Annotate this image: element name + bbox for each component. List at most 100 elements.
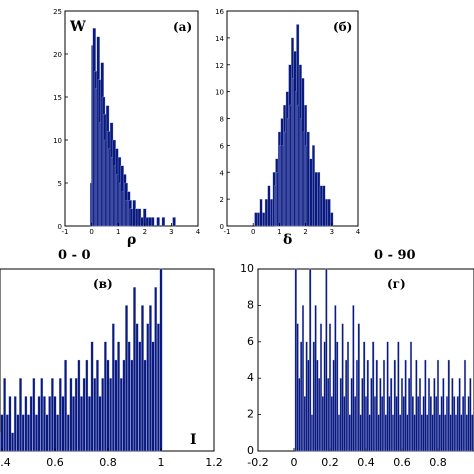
panel-c-bar [93,378,97,452]
panel-a-xtick-label: 1 [116,228,120,236]
panel-d-bar [393,359,396,452]
panel-c-bar [74,378,78,452]
panel-a-bar [156,217,160,227]
panel-d-bar [449,414,452,452]
panel-c-bar [5,414,9,452]
panel-d-bar [469,378,472,452]
panel-c-xlabel: I [190,432,197,448]
panel-c-bar [69,378,73,452]
panel-b-bar [317,172,321,227]
panel-d-bar [445,396,449,452]
panel-b-bar [325,198,329,227]
panel-b-bar [312,145,315,227]
panel-a-frame [64,10,199,227]
panel-d-bar [440,396,443,452]
panel-b-ytick-label: 16 [215,8,224,16]
panel-d-bar [354,396,357,452]
panel-d-bar [305,341,308,452]
panel-d-bar [307,359,310,452]
panel-b-bar [270,198,273,227]
panel-d-bar [328,323,332,452]
panel-d-bar [372,341,375,452]
panel-b-bar [314,172,318,227]
panel-c-bar [141,305,144,452]
panel-d-bar [397,341,400,452]
panel-c-bar [101,378,105,452]
panel-c-xtick-label: 0.8 [99,456,117,469]
panel-d-bar [348,414,351,452]
panel-b-bar [322,185,326,227]
panel-c-bar [13,396,17,452]
panel-b-bar [259,198,263,227]
panel-a-label: (a) [173,20,192,34]
panel-d-bar [337,414,341,452]
panel-d-bar [413,414,416,452]
panel-d-bars [294,268,474,452]
panel-c-bar [104,341,107,452]
panel-d-bar [359,414,362,452]
panel-c-bar [64,359,67,452]
panel-d-bar [381,396,384,452]
panel-d-bar [471,414,474,452]
panel-d-bar [422,396,425,452]
panel-c-bar [143,359,147,452]
panel-d-bar [388,396,391,452]
panel-d-xtick-label: 0.8 [429,456,447,469]
panel-d-bar [451,378,454,452]
panel-a-bar [151,217,155,227]
panel-d-bar [418,378,422,452]
panel-d-bar [424,359,427,452]
panel-d-bar [453,396,456,452]
panel-d-bar [433,378,436,452]
panel-c-bar [35,414,38,452]
panel-d-label: (г) [387,277,406,291]
panel-c-bar [151,341,155,452]
panel-a-ylabel: W [69,19,86,35]
panel-d-bar [366,359,369,452]
panel-d-ytick-label: 0 [247,444,254,457]
panel-d-bar [309,268,312,452]
panel-d-bar [350,378,353,452]
panel-d-bar [321,396,324,452]
panel-c-bar [98,396,102,452]
panel-a-ytick-label: 10 [53,137,62,145]
panel-c-bar [159,268,163,452]
panel-c-bar [37,396,41,452]
panel-d-bar [427,378,431,452]
panel-c-bar [96,359,99,452]
panel-d-bar [377,414,380,452]
panel-c-bar [77,359,81,452]
panel-a-ytick-label: 0 [58,223,62,231]
panel-a-xtick-label: 3 [169,228,173,236]
panel-d-bar [460,414,463,452]
panel-b-ytick-label: 12 [215,62,224,70]
panel-d-bar [379,378,382,452]
panel-c-bar [56,414,60,452]
panel-d-bar [345,359,348,452]
panel-c-bar [114,359,118,452]
panel-d-bar [298,378,301,452]
panel-d-bar [330,396,333,452]
panel-c-bar [90,341,94,452]
panel-c-bar [82,378,86,452]
panel-d-bar [404,359,407,452]
panel-c-bar [138,341,142,452]
panel-d-xtick-label: 0.4 [357,456,375,469]
panel-d-bar [318,378,321,452]
panel-d-bar [442,378,445,452]
panel-b-xtick-label: 2 [303,228,307,236]
panel-b-xtick-label: 4 [356,228,361,236]
panel-c-bar [8,396,12,452]
caption-left: 0 - 0 [58,248,91,263]
panel-d-bar [357,323,360,452]
panel-c-bar [53,396,57,452]
panel-b-bar [267,185,271,227]
panel-c-bar [135,323,139,452]
panel-a-xtick-label: 0 [89,228,93,236]
panel-c-bar [117,341,120,452]
panel-a-xlabel: ρ [127,232,136,248]
panel-c-bar [0,432,1,452]
panel-c-bar [125,305,128,452]
